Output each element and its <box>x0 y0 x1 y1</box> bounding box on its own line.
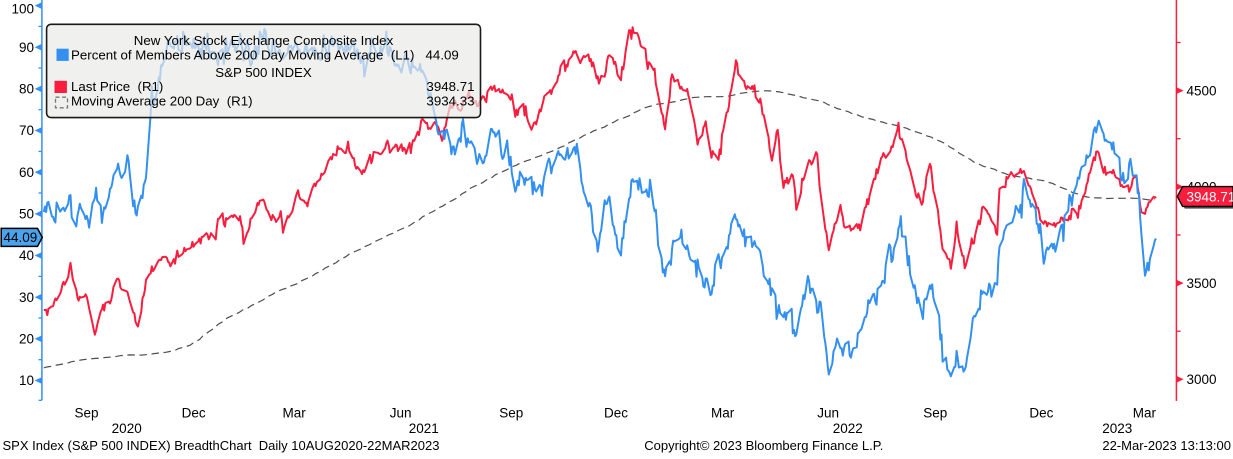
svg-text:3500: 3500 <box>1187 276 1217 291</box>
svg-text:90: 90 <box>19 40 34 55</box>
svg-text:Moving Average 200 Day (R1): Moving Average 200 Day (R1) <box>71 93 253 108</box>
svg-text:40: 40 <box>19 248 34 263</box>
svg-text:Dec: Dec <box>1029 405 1053 420</box>
svg-text:Jun: Jun <box>390 405 412 420</box>
svg-text:10: 10 <box>19 373 34 388</box>
svg-text:Jun: Jun <box>817 405 839 420</box>
svg-text:2020: 2020 <box>112 421 142 436</box>
svg-text:Dec: Dec <box>604 405 628 420</box>
svg-text:Mar: Mar <box>711 405 735 420</box>
svg-text:2021: 2021 <box>409 421 439 436</box>
svg-text:70: 70 <box>19 123 34 138</box>
svg-text:50: 50 <box>19 207 34 222</box>
svg-text:4500: 4500 <box>1187 83 1217 98</box>
svg-text:2022: 2022 <box>833 421 863 436</box>
svg-text:100: 100 <box>11 1 34 16</box>
svg-text:Copyright© 2023 Bloomberg Fina: Copyright© 2023 Bloomberg Finance L.P. <box>644 438 883 453</box>
svg-text:Sep: Sep <box>923 405 947 420</box>
svg-text:Mar: Mar <box>282 405 306 420</box>
svg-text:Dec: Dec <box>182 405 206 420</box>
svg-text:Sep: Sep <box>74 405 98 420</box>
svg-text:3000: 3000 <box>1187 372 1217 387</box>
svg-text:2023: 2023 <box>1102 421 1132 436</box>
svg-text:20: 20 <box>19 332 34 347</box>
svg-text:S&P 500 INDEX: S&P 500 INDEX <box>215 65 312 80</box>
svg-text:60: 60 <box>19 165 34 180</box>
svg-text:22-Mar-2023 13:13:00: 22-Mar-2023 13:13:00 <box>1102 438 1231 453</box>
svg-text:Last Price (R1): Last Price (R1) <box>71 79 163 94</box>
svg-text:3934.33: 3934.33 <box>426 93 474 108</box>
svg-text:Mar: Mar <box>1133 405 1157 420</box>
svg-text:3948.71: 3948.71 <box>426 79 474 94</box>
svg-text:30: 30 <box>19 290 34 305</box>
svg-text:SPX Index (S&P 500 INDEX) Brea: SPX Index (S&P 500 INDEX) BreadthChart D… <box>3 438 440 453</box>
svg-text:Percent of Members Above 200 D: Percent of Members Above 200 Day Moving … <box>71 47 459 62</box>
svg-text:80: 80 <box>19 82 34 97</box>
svg-text:Sep: Sep <box>499 405 523 420</box>
svg-text:44.09: 44.09 <box>4 230 38 245</box>
svg-text:New York Stock Exchange Compos: New York Stock Exchange Composite Index <box>134 33 394 48</box>
svg-text:3948.71: 3948.71 <box>1187 189 1233 204</box>
